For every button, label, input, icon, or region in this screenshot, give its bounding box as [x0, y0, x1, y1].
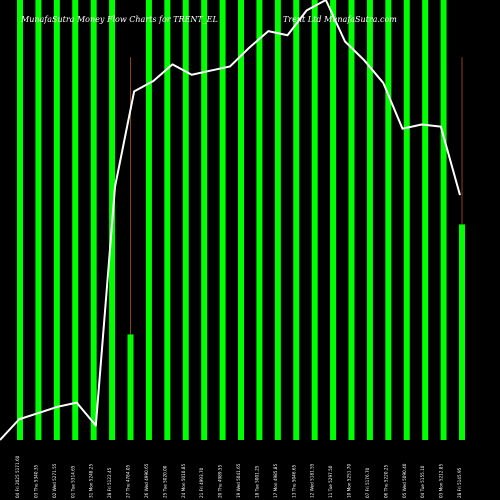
x-tick-label: 31 Mon 5248.25 [89, 464, 94, 498]
x-tick-label: 03 Mon 5212.85 [439, 464, 444, 498]
x-tick-label: 27 Thu 4784.05 [126, 464, 131, 498]
money-flow-bar [459, 224, 465, 440]
money-flow-bar [348, 0, 355, 440]
money-flow-bar [385, 0, 392, 440]
x-tick-label: 19 Wed 5041.65 [236, 463, 241, 498]
money-flow-bar [219, 0, 226, 440]
line-layer [0, 0, 461, 441]
money-flow-bar [164, 0, 171, 440]
money-flow-bar [35, 0, 42, 440]
price-line [0, 0, 461, 441]
x-tick-label: 03 Thu 5340.35 [33, 464, 38, 498]
x-tick-label: 01 Tue 5314.65 [70, 465, 75, 498]
x-tick-label: 24 Mon 5010.85 [181, 464, 186, 498]
money-flow-bar [274, 0, 281, 440]
money-flow-bar [422, 0, 429, 440]
x-axis-tick-labels: 04 Fri 2025 5171.60 03 Thu 5340.35 02 Wed … [15, 455, 462, 498]
money-flow-bar [403, 0, 410, 440]
money-flow-bar [311, 0, 318, 440]
money-flow-bar [238, 0, 244, 440]
money-flow-bar [330, 0, 337, 440]
bars-layer [17, 0, 465, 440]
x-tick-label: 10 Mon 5251.70 [347, 464, 352, 498]
money-flow-bar [366, 0, 373, 440]
money-flow-bar [256, 0, 263, 440]
chart-title: MunafaSutra Money Flow Charts for TRENT_… [20, 15, 218, 24]
money-flow-bar [182, 0, 189, 440]
money-flow-bar [90, 0, 97, 440]
x-tick-label: 21 Fri 4993.70 [199, 467, 204, 498]
x-tick-label: 12 Wed 5181.55 [310, 463, 315, 498]
x-tick-label: 25 Tue 5020.00 [162, 465, 167, 498]
money-flow-bar [145, 0, 152, 440]
money-flow-bar [440, 0, 447, 440]
x-tick-label: 17 Mon 4985.85 [273, 464, 278, 498]
x-tick-label: 04 Tue 5155.10 [420, 465, 425, 498]
x-tick-label: 18 Tue 5001.25 [254, 465, 259, 498]
x-tick-label: 26 Wed 4990.65 [144, 463, 149, 498]
money-flow-bar [201, 0, 208, 440]
x-tick-label: 20 Thu 4989.55 [218, 464, 223, 498]
x-tick-label: 04 Fri 2025 5171.60 [15, 455, 20, 498]
x-tick-label: 13 Thu 5046.65 [291, 464, 296, 498]
x-tick-label: 11 Tue 5297.50 [328, 465, 333, 498]
money-flow-bar [53, 0, 60, 440]
x-tick-label: 28 Fri 5145.95 [457, 467, 462, 498]
chart-subtitle: Trent Ltd MunafaSutra.com [283, 15, 397, 24]
x-tick-label: 05 Wed 5090.40 [402, 463, 407, 498]
x-tick-label: 07 Fri 5176.70 [365, 467, 370, 498]
money-flow-bar [17, 0, 23, 440]
money-flow-bar [293, 0, 300, 440]
x-tick-label: 06 Thu 5220.25 [383, 464, 388, 498]
money-flow-bar [127, 334, 134, 440]
money-flow-bar [72, 0, 79, 440]
x-tick-label: 28 Fri 5122.45 [107, 467, 112, 498]
x-tick-label: 02 Wed 5271.55 [52, 463, 57, 498]
